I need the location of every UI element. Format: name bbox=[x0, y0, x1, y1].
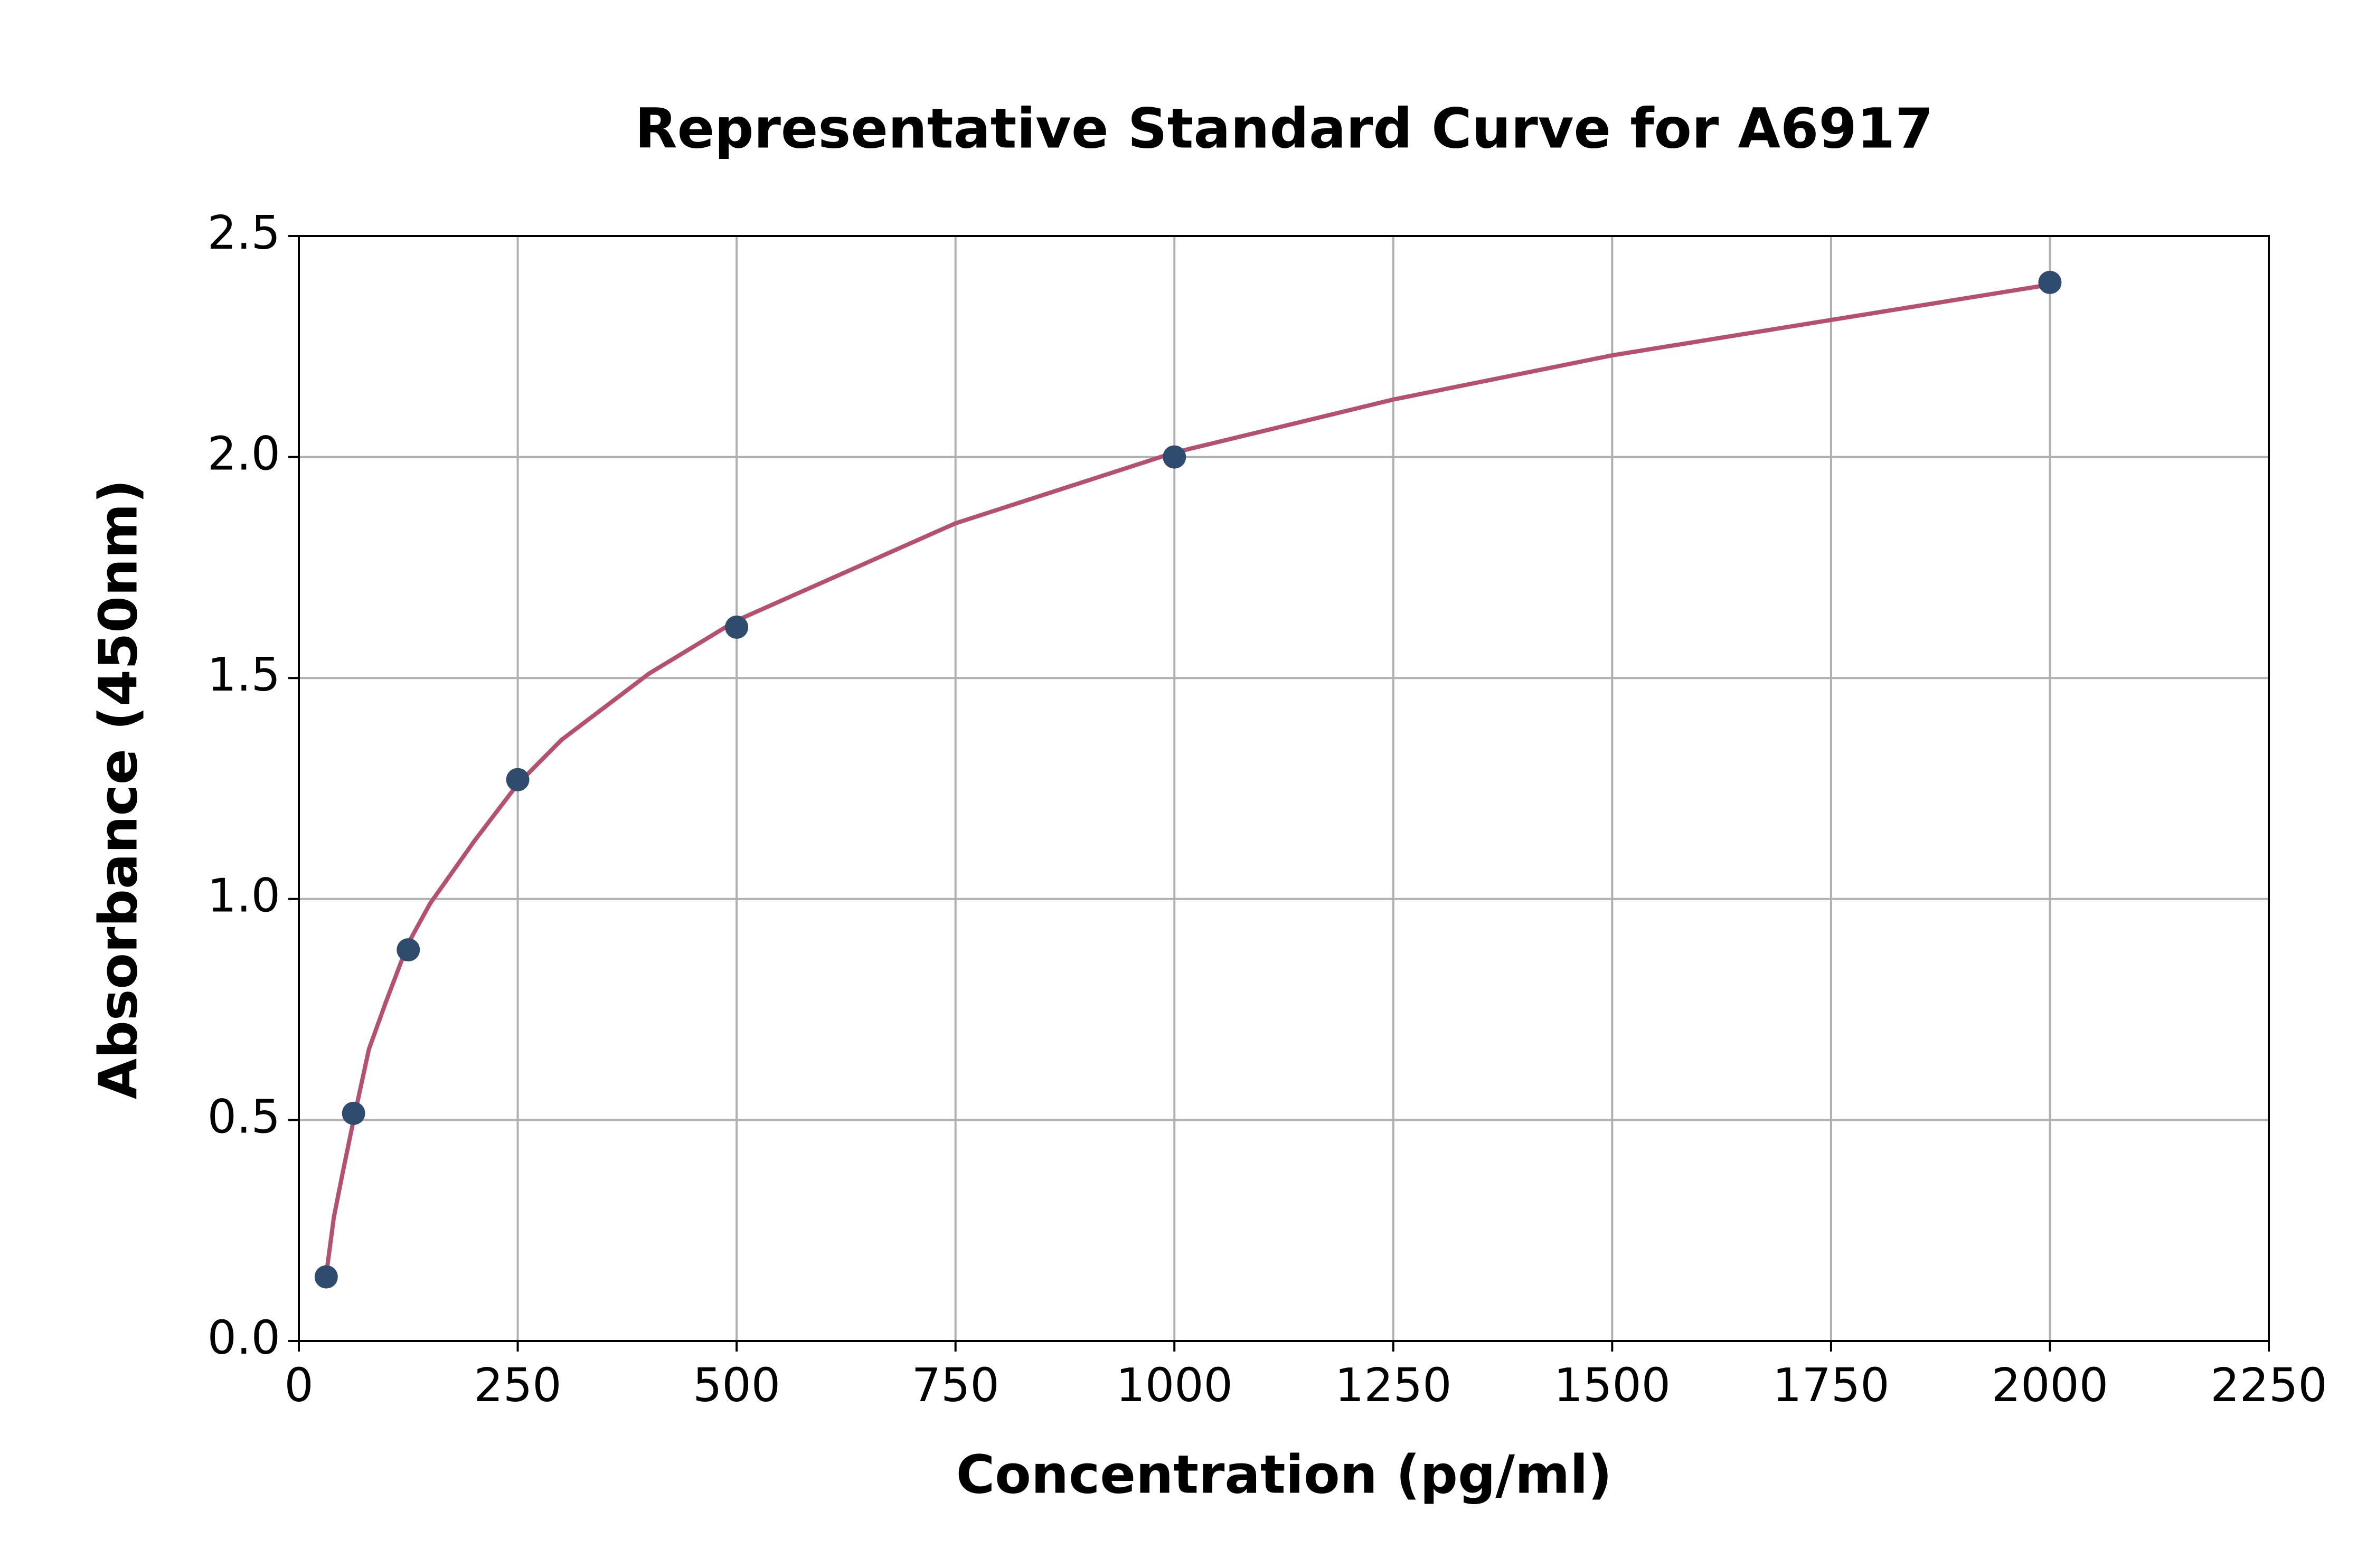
data-point bbox=[342, 1101, 365, 1125]
x-tick-label: 2250 bbox=[2210, 1358, 2327, 1412]
data-point bbox=[314, 1265, 338, 1289]
x-axis-label: Concentration (pg/ml) bbox=[956, 1443, 1613, 1505]
x-tick-label: 500 bbox=[693, 1358, 780, 1412]
y-tick-label: 2.0 bbox=[208, 427, 280, 481]
data-point bbox=[506, 768, 530, 791]
x-tick-label: 250 bbox=[474, 1358, 562, 1412]
y-axis-label: Absorbance (450nm) bbox=[87, 479, 149, 1099]
x-tick-label: 1500 bbox=[1554, 1358, 1671, 1412]
data-point bbox=[1163, 445, 1186, 469]
y-tick-label: 1.5 bbox=[208, 648, 280, 702]
y-tick-label: 0.0 bbox=[208, 1311, 280, 1365]
chart-title: Representative Standard Curve for A6917 bbox=[635, 96, 1934, 160]
y-tick-label: 0.5 bbox=[208, 1090, 280, 1144]
data-point bbox=[725, 615, 749, 639]
x-tick-label: 2000 bbox=[1992, 1358, 2108, 1412]
x-tick-label: 1750 bbox=[1772, 1358, 1889, 1412]
x-tick-label: 0 bbox=[284, 1358, 313, 1412]
y-tick-label: 2.5 bbox=[208, 206, 280, 260]
x-tick-label: 1250 bbox=[1335, 1358, 1451, 1412]
fit-curve bbox=[324, 282, 2051, 1275]
x-tick-label: 750 bbox=[912, 1358, 1000, 1412]
data-point bbox=[397, 938, 420, 962]
y-tick-label: 1.0 bbox=[208, 869, 280, 923]
plot-frame bbox=[298, 235, 2270, 1342]
x-tick-label: 1000 bbox=[1116, 1358, 1233, 1412]
data-point bbox=[2038, 270, 2062, 294]
